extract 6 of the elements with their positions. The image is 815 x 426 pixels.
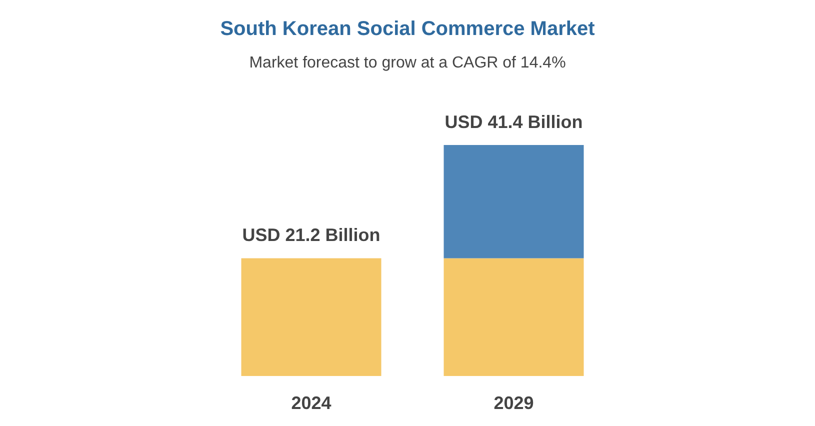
x-tick-label: 2024	[291, 393, 332, 413]
chart-subtitle: Market forecast to grow at a CAGR of 14.4%	[249, 54, 566, 72]
chart-title: South Korean Social Commerce Market	[220, 18, 596, 40]
total-label: USD 41.4 Billion	[444, 112, 583, 132]
total-label: USD 21.2 Billion	[242, 225, 380, 246]
x-tick-label: 2029	[494, 393, 534, 413]
